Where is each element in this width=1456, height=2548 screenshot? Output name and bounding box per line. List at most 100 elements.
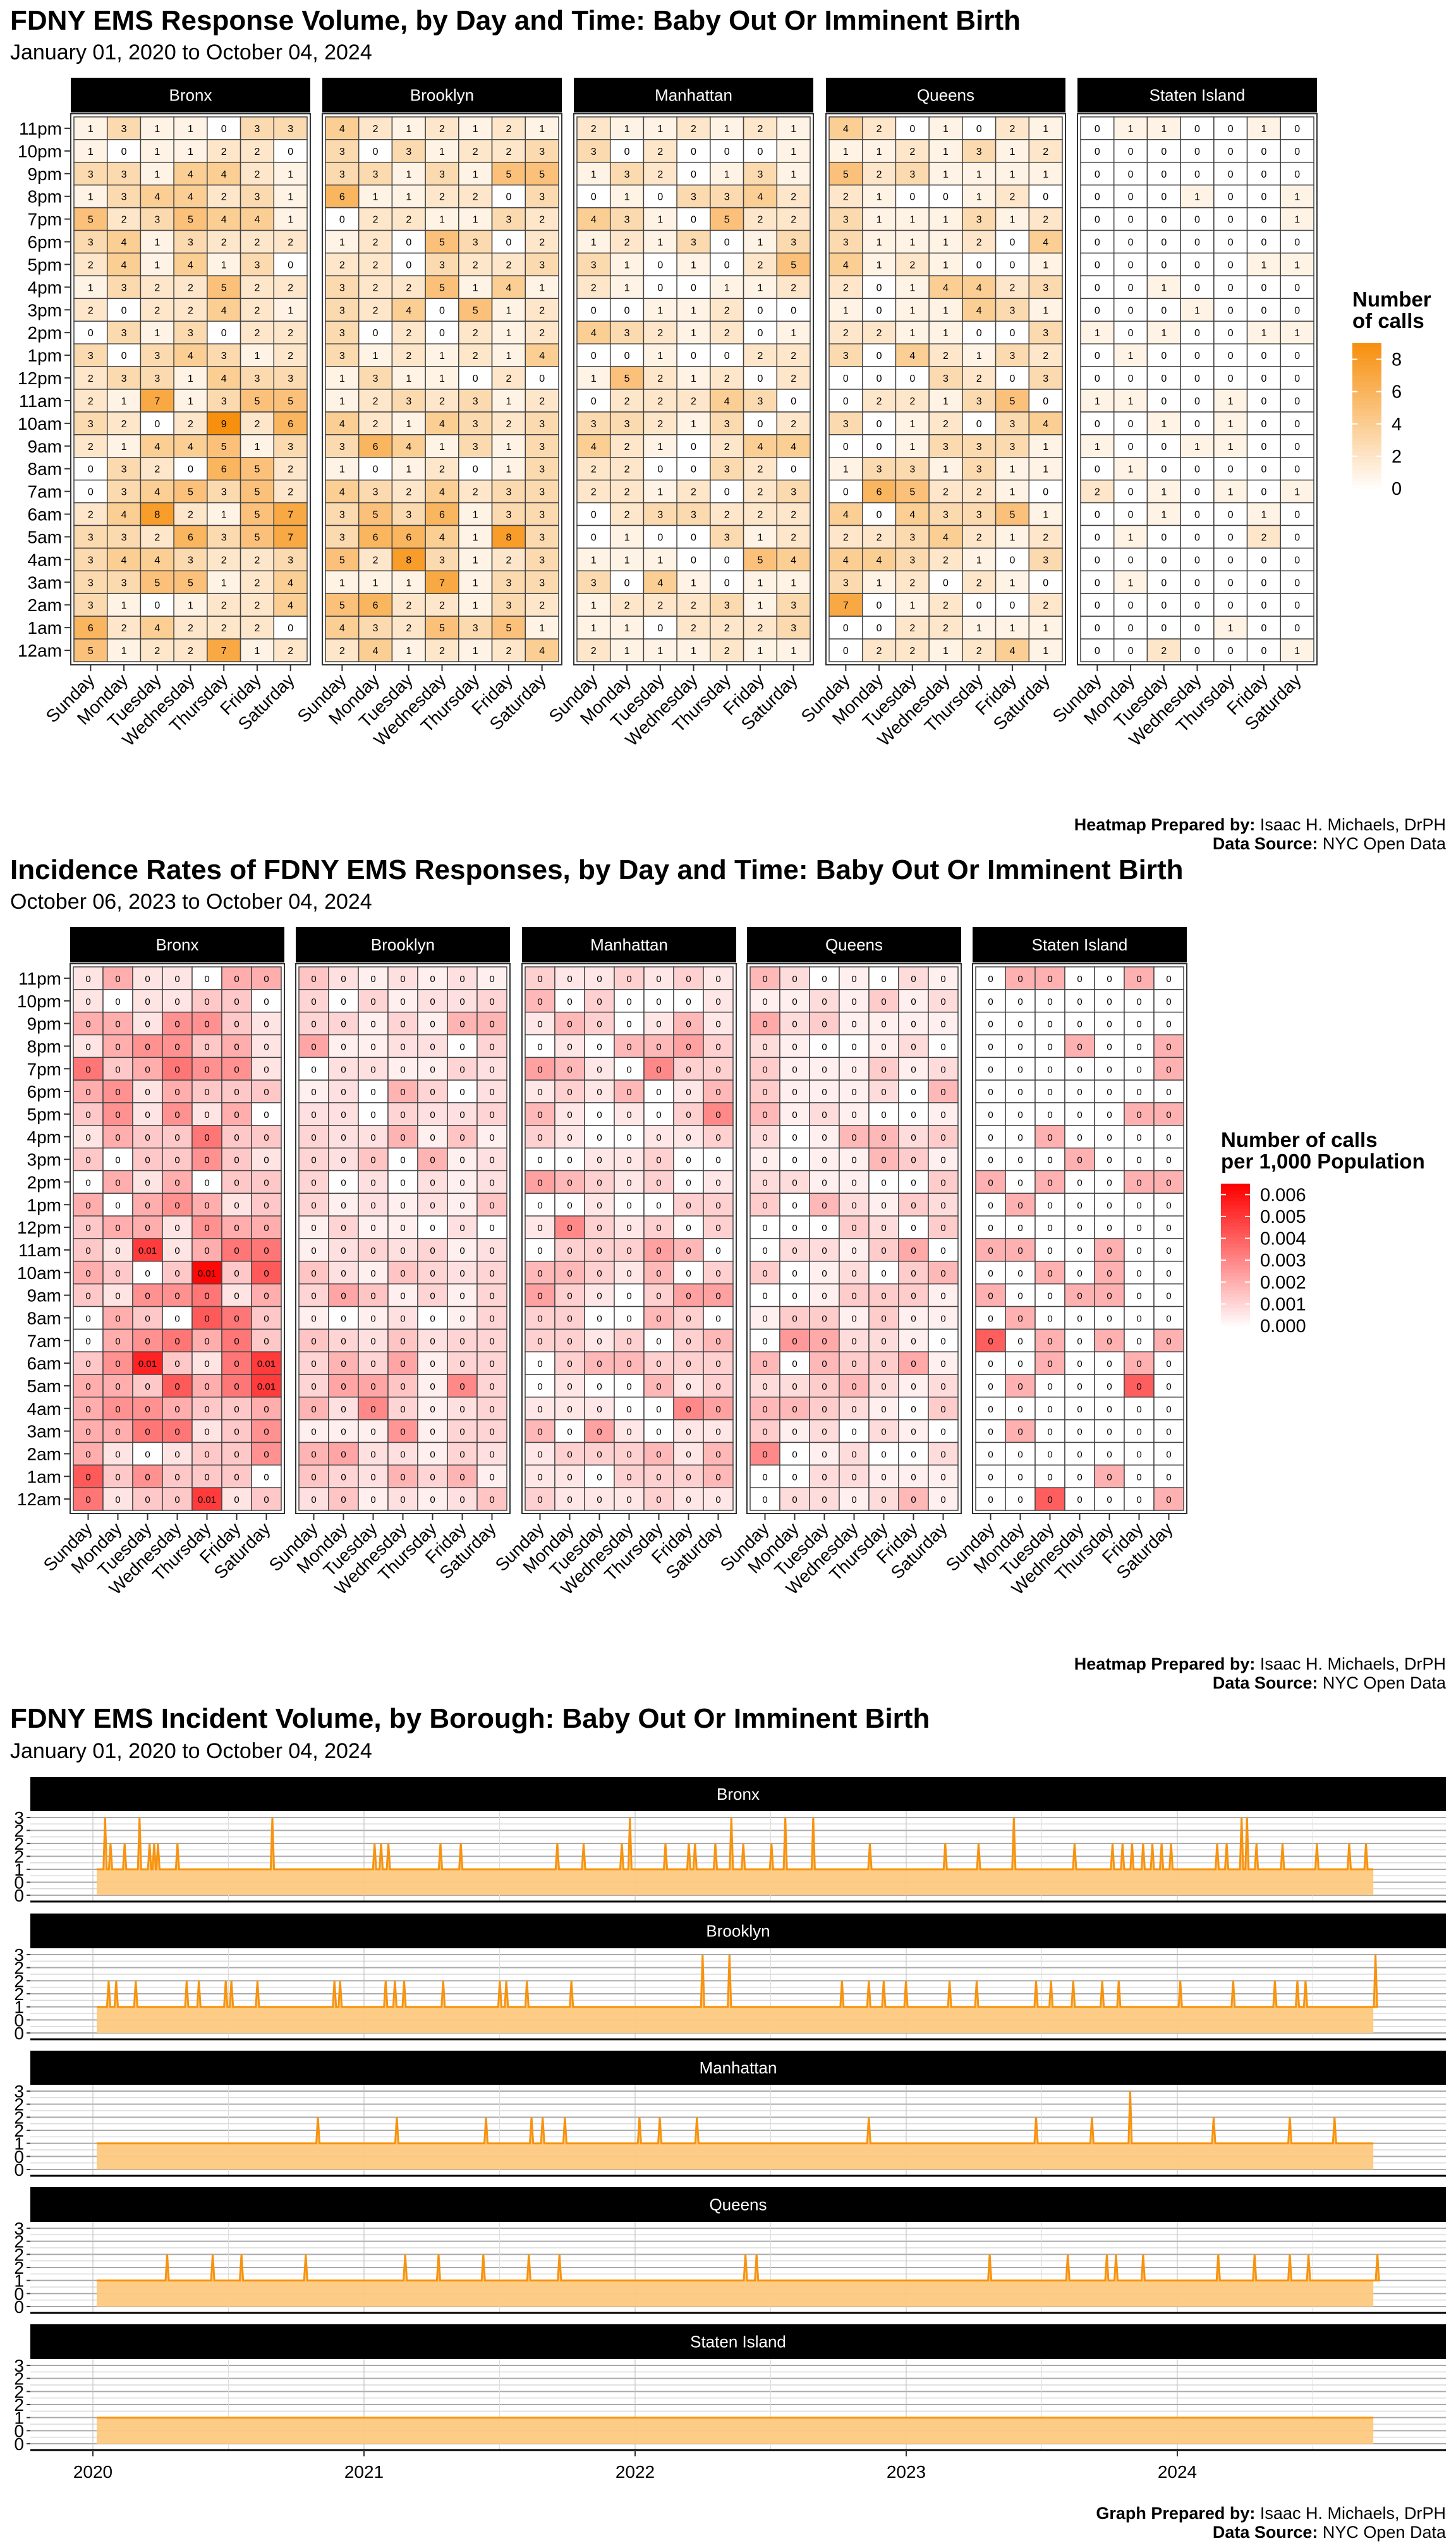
legend-gradient-step (1221, 1198, 1250, 1202)
cell-label: 3 (976, 396, 982, 407)
cell-label: 2 (439, 396, 445, 407)
cell-label: 1 (339, 396, 345, 407)
heat-cell (73, 320, 108, 344)
cell-label: 0 (341, 1019, 346, 1030)
cell-label: 4 (757, 442, 763, 452)
cell-label: 2 (757, 215, 763, 226)
legend-gradient-step (1221, 1261, 1250, 1266)
cell-label: 0 (877, 373, 882, 384)
cell-label: 0 (976, 124, 982, 135)
cell-label: 0 (85, 1087, 90, 1098)
cell-label: 0 (174, 974, 179, 985)
cell-label: 0 (1136, 1110, 1141, 1120)
cell-label: 0 (940, 1313, 945, 1324)
cell-label: 2 (591, 487, 597, 498)
cell-label: 1 (624, 532, 630, 543)
cell-label: 0 (145, 1041, 150, 1052)
cell-label: 8 (154, 510, 160, 521)
cell-label: 1 (757, 578, 763, 588)
cell-label: 0 (1047, 1132, 1052, 1143)
cell-label: 0 (724, 578, 730, 588)
cell-label: 0 (792, 1223, 797, 1234)
cell-label: 1 (691, 578, 696, 588)
cell-label: 0 (1194, 396, 1200, 407)
cell-label: 0 (537, 997, 542, 1007)
heat-cell (73, 457, 108, 481)
cell-label: 0 (1017, 1087, 1022, 1098)
cell-label: 3 (724, 192, 730, 203)
heat-cell (643, 162, 677, 186)
cell-label: 0 (430, 1268, 435, 1279)
cell-label: 0.01 (257, 1359, 276, 1369)
cell-label: 0 (1128, 555, 1134, 566)
cell-label: 0 (1228, 373, 1234, 384)
cell-label: 2 (121, 623, 127, 634)
cell-label: 0 (489, 1246, 494, 1256)
cell-label: 0 (85, 1449, 90, 1460)
heat-cell (140, 570, 174, 594)
cell-label: 0 (459, 1336, 464, 1347)
cell-label: 0 (656, 997, 661, 1007)
cell-label: 0 (1009, 238, 1015, 248)
cell-label: 0 (85, 1155, 90, 1166)
cell-label: 0 (1077, 1472, 1082, 1483)
cell-label: 0 (1166, 1381, 1171, 1392)
cell-label: 0 (1194, 124, 1200, 135)
cell-label: 5 (473, 305, 478, 316)
cell-label: 0 (1136, 1404, 1141, 1415)
cell-label: 0.01 (198, 1495, 216, 1505)
cell-label: 0 (1047, 1200, 1052, 1211)
cell-label: 0 (489, 1110, 494, 1120)
cell-label: 4 (909, 510, 915, 521)
cell-label: 0 (145, 997, 150, 1007)
cell-label: 0 (1095, 532, 1100, 543)
cell-label: 0 (311, 1200, 316, 1211)
cell-label: 0 (1136, 1495, 1141, 1505)
panel-strip-label: Bronx (717, 1785, 760, 1804)
cell-label: 0 (430, 1110, 435, 1120)
cell-label: 2 (254, 328, 260, 339)
cell-label: 0 (1017, 1155, 1022, 1166)
cell-label: 1 (691, 305, 696, 316)
heat-cell (73, 593, 108, 617)
heat-cell (609, 229, 645, 254)
cell-label: 0 (988, 1223, 993, 1234)
cell-label: 0 (1077, 1313, 1082, 1324)
heat-cell (743, 162, 778, 186)
cell-label: 0 (1136, 1313, 1141, 1324)
cell-label: 5 (188, 487, 193, 498)
heat-cell (273, 320, 308, 344)
cell-label: 0 (762, 1313, 767, 1324)
cell-label: 0 (459, 1087, 464, 1098)
cell-label: 2 (406, 600, 411, 611)
cell-label: 1 (943, 147, 949, 157)
cell-label: 0 (370, 1359, 375, 1369)
cell-label: 2 (943, 555, 949, 566)
heat-cell (207, 525, 241, 549)
heat-cell (743, 207, 778, 231)
cell-label: 2 (188, 646, 193, 657)
cell-label: 6 (221, 464, 227, 475)
cell-label: 0 (626, 1268, 631, 1279)
cell-label: 1 (539, 124, 545, 135)
legend-gradient-step (1352, 448, 1381, 452)
cell-label: 0 (341, 1246, 346, 1256)
cell-label: 2 (373, 282, 379, 293)
cell-label: 0 (792, 1200, 797, 1211)
cell-label: 0 (85, 997, 90, 1007)
prepared-value: Isaac H. Michaels, DrPH (1259, 2504, 1446, 2523)
cell-label: 0 (988, 1313, 993, 1324)
heat-cell (240, 502, 275, 526)
cell-label: 0 (1095, 282, 1100, 293)
cell-label: 0 (1047, 1427, 1052, 1438)
cell-label: 0 (1161, 305, 1167, 316)
cell-label: 0 (911, 1427, 916, 1438)
cell-label: 0 (1107, 1336, 1112, 1347)
cell-label: 0 (1128, 487, 1134, 498)
heat-cell (273, 502, 308, 526)
cell-label: 1 (406, 646, 411, 657)
cell-label: 1 (406, 419, 411, 430)
cell-label: 0 (940, 974, 945, 985)
cell-label: 0 (341, 1291, 346, 1302)
cell-label: 0 (686, 997, 691, 1007)
